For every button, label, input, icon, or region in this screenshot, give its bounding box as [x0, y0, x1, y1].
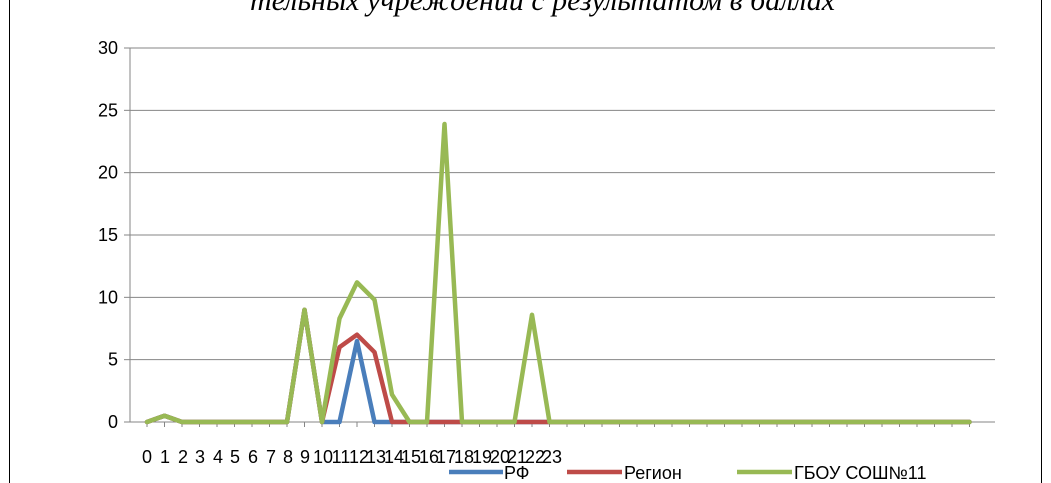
- x-tick-label: 3: [195, 447, 205, 467]
- x-tick-label: 14: [384, 447, 404, 467]
- x-tick-label: 17: [436, 447, 456, 467]
- document-heading-fragment: тельных учреждений с результатом в балла…: [250, 0, 836, 17]
- y-tick-label: 20: [98, 163, 118, 183]
- y-tick-label: 0: [108, 412, 118, 432]
- x-tick-label: 19: [472, 447, 492, 467]
- x-tick-label: 12: [349, 447, 369, 467]
- x-tick-label: 11: [332, 447, 351, 467]
- x-tick-label: 4: [213, 447, 223, 467]
- gridlines: [130, 47, 995, 361]
- x-tick-label: 15: [401, 447, 421, 467]
- x-tick-label: 1: [160, 447, 170, 467]
- x-tick-label: 10: [313, 447, 333, 467]
- legend-label: РФ: [504, 463, 530, 483]
- y-tick-label: 30: [98, 38, 118, 58]
- legend: РФ Регион ГБОУ СОШ№11: [449, 463, 927, 483]
- series-lines: [144, 121, 972, 425]
- legend-label: Регион: [624, 463, 682, 483]
- y-tick-label: 25: [98, 100, 118, 120]
- x-tick-label: 23: [542, 447, 562, 467]
- x-tick-label: 21: [507, 447, 527, 467]
- x-tick-label: 7: [266, 447, 276, 467]
- x-tick-label: 22: [525, 447, 545, 467]
- x-tick-label: 20: [490, 447, 510, 467]
- y-tick-label: 10: [98, 287, 118, 307]
- x-tick-label: 0: [142, 447, 152, 467]
- x-tick-label: 5: [230, 447, 240, 467]
- page-right-rule: [1041, 0, 1042, 483]
- y-tick-label: 5: [108, 350, 118, 370]
- x-tick-label: 6: [248, 447, 258, 467]
- y-tick-label: 15: [98, 225, 118, 245]
- series-line-1: [144, 307, 972, 425]
- series-line-0: [144, 307, 972, 425]
- x-tick-label: 18: [454, 447, 474, 467]
- x-tick-label: 8: [283, 447, 293, 467]
- page-left-rule: [9, 0, 10, 483]
- series-line-2: [144, 121, 972, 425]
- legend-label: ГБОУ СОШ№11: [794, 463, 927, 483]
- x-tick-label: 9: [300, 447, 310, 467]
- x-tick-label: 13: [366, 447, 386, 467]
- x-tick-label: 16: [419, 447, 439, 467]
- x-tick-label: 2: [178, 447, 188, 467]
